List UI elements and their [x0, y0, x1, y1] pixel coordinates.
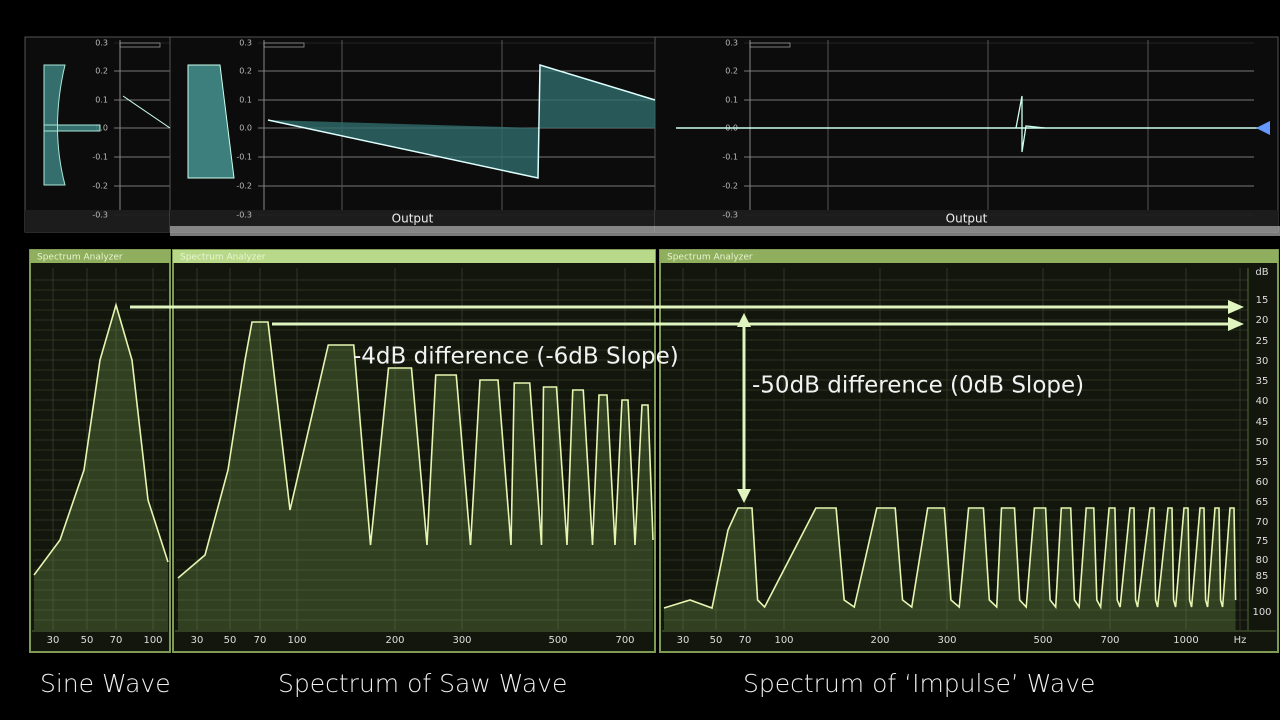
- annotation: -50dB difference (0dB Slope): [752, 373, 1084, 399]
- scope-tick: -0.1: [236, 153, 252, 162]
- freq-label: 700: [615, 635, 634, 646]
- scope-tick: -0.3: [92, 211, 108, 220]
- freq-label: 1000: [1173, 635, 1198, 646]
- analyzer-title: Spectrum Analyzer: [37, 253, 123, 263]
- scope-tick: 0.3: [95, 39, 108, 48]
- db-label: 45: [1256, 417, 1269, 428]
- freq-label: 30: [47, 635, 60, 646]
- freq-label: 100: [143, 635, 162, 646]
- impulse-spectrum: [663, 507, 1237, 610]
- sine-spectrum: [33, 302, 169, 576]
- db-label: 70: [1256, 517, 1269, 528]
- db-label: 20: [1256, 315, 1269, 326]
- freq-label: 200: [385, 635, 404, 646]
- analyzer-title: Spectrum Analyzer: [180, 253, 266, 263]
- saw-spectrum: [177, 321, 654, 579]
- analyzer-panel: [172, 249, 656, 653]
- scope-slider: [749, 42, 791, 48]
- freq-label: 300: [937, 635, 956, 646]
- scope-tick: 0.0: [239, 124, 252, 133]
- db-label: 65: [1256, 497, 1269, 508]
- impulse: [1015, 95, 1046, 153]
- scope-slider: [119, 42, 161, 48]
- analyzer-header: [30, 250, 170, 263]
- scope-tick: -0.2: [236, 182, 252, 191]
- db-label: 60: [1256, 477, 1269, 488]
- scope-tick: 0.1: [95, 96, 108, 105]
- glare: [170, 226, 1280, 236]
- scope-tick: -0.1: [92, 153, 108, 162]
- annotation: -4dB difference (-6dB Slope): [353, 344, 679, 370]
- arrow-head: [737, 313, 751, 327]
- marker: [1256, 121, 1270, 135]
- arrow-head: [1228, 317, 1244, 331]
- scope-label: Output: [392, 212, 434, 226]
- scope-tick: 0.2: [725, 67, 738, 76]
- db-label: 25: [1256, 336, 1269, 347]
- scope-label: Output: [946, 212, 988, 226]
- freq-label: 30: [191, 635, 204, 646]
- impulse-spectrum-fill: [664, 508, 1236, 630]
- analyzer-header: [173, 250, 655, 263]
- analyzer-header: [660, 250, 1278, 263]
- db-label: 35: [1256, 376, 1269, 387]
- db-label: dB: [1255, 267, 1268, 278]
- db-label: 15: [1256, 295, 1269, 306]
- db-label: 55: [1256, 457, 1269, 468]
- db-label: 30: [1256, 356, 1269, 367]
- saw-fill: [268, 65, 655, 178]
- freq-label: 50: [224, 635, 237, 646]
- freq-label: 50: [81, 635, 94, 646]
- freq-label: 500: [1033, 635, 1052, 646]
- db-label: 85: [1256, 571, 1269, 582]
- scope-slider: [263, 42, 305, 48]
- scope-tick: 0.2: [95, 67, 108, 76]
- caption: Sine Wave: [40, 669, 171, 698]
- freq-label: 700: [1100, 635, 1119, 646]
- scope-tick: 0.2: [239, 67, 252, 76]
- arrow-head: [1228, 300, 1244, 314]
- analyzer-title: Spectrum Analyzer: [667, 253, 753, 263]
- db-label: 50: [1256, 437, 1269, 448]
- scope-tick: -0.3: [236, 211, 252, 220]
- saw-wave: [267, 63, 656, 179]
- scope-tick: -0.2: [722, 182, 738, 191]
- freq-label: 70: [110, 635, 123, 646]
- freq-label: 70: [739, 635, 752, 646]
- db-label: 100: [1252, 607, 1271, 618]
- analyzer-panel: [659, 249, 1279, 653]
- freq-label: 50: [710, 635, 723, 646]
- freq-label: 100: [287, 635, 306, 646]
- saw-hist: [187, 64, 235, 179]
- scope-tick: 0.1: [725, 96, 738, 105]
- db-label: 80: [1256, 555, 1269, 566]
- scope-tick: 0.1: [239, 96, 252, 105]
- arrow-head: [737, 489, 751, 503]
- db-label: 40: [1256, 396, 1269, 407]
- scope-tick: -0.3: [722, 211, 738, 220]
- caption: Spectrum of Saw Wave: [278, 669, 567, 698]
- freq-label: 200: [870, 635, 889, 646]
- freq-label: 70: [254, 635, 267, 646]
- freq-label: 300: [452, 635, 471, 646]
- scope-tick: -0.1: [722, 153, 738, 162]
- db-label: 90: [1256, 586, 1269, 597]
- scope-tick: -0.2: [92, 182, 108, 191]
- db-label: 75: [1256, 536, 1269, 547]
- freq-label: 500: [548, 635, 567, 646]
- caption: Spectrum of ‘Impulse’ Wave: [743, 669, 1095, 698]
- scope-tick: 0.3: [725, 39, 738, 48]
- scope-panel: [654, 36, 1279, 233]
- freq-label: 100: [774, 635, 793, 646]
- freq-label: Hz: [1234, 635, 1247, 646]
- scope-tick: 0.3: [239, 39, 252, 48]
- sine-wave: [122, 95, 171, 129]
- content: 0.3 0.2 0.1 0.0 -0.1 -0.2 -0.3 0.3 0.2 0.1 0.0 -0.1…: [24, 36, 1280, 698]
- freq-label: 30: [677, 635, 690, 646]
- sine-histogram: [43, 64, 101, 186]
- saw-spectrum-fill: [178, 322, 653, 630]
- scope-tick: 0.0: [95, 124, 108, 133]
